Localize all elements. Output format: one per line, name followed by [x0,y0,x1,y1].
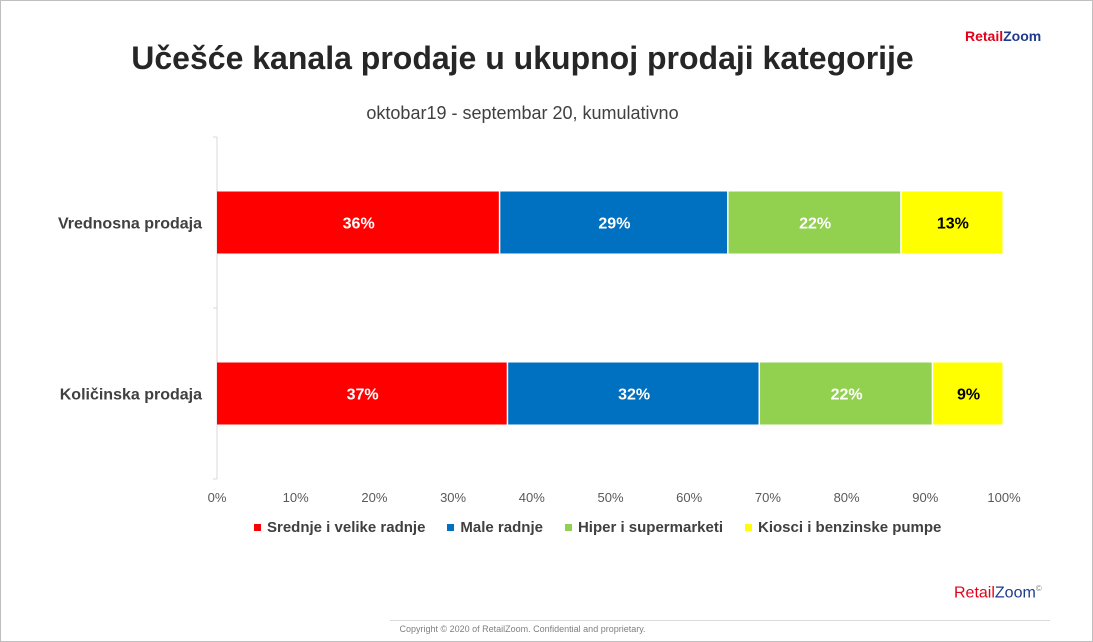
legend-swatch [254,524,261,531]
legend-item: Kiosci i benzinske pumpe [745,519,941,536]
x-tick-label: 60% [676,490,702,505]
legend-item: Male radnje [447,519,543,536]
data-label: 9% [957,387,980,404]
legend-swatch [564,524,572,531]
bar-segment [217,362,507,425]
legend-swatch [745,524,753,531]
x-tick-label: 20% [361,490,387,505]
x-tick-label: 40% [519,490,545,505]
x-tick-label: 90% [912,490,938,505]
category-label: Količinska prodaja [60,387,202,404]
x-tick-label: 10% [283,490,309,505]
bar-segment [760,362,932,425]
x-tick-label: 80% [834,490,860,505]
bar-segment [500,191,728,254]
copyright-mark: © [1035,584,1042,593]
x-tick-label: 0% [208,490,227,505]
data-label: 29% [598,216,630,233]
brand-zoom-bottom: Zoom [994,584,1036,602]
chart-title: Učešće kanala prodaje u ukupnoj prodaji … [131,40,914,76]
category-label: Vrednosna prodaja [58,216,202,233]
x-tick-label: 50% [597,490,623,505]
brand-retail: Retail [965,28,1004,44]
bar-segment [933,362,1003,425]
brand-logo-top: RetailZoom [965,28,1041,44]
legend-label: Kiosci i benzinske pumpe [758,519,942,536]
legend-item: Srednje i velike radnje [254,519,425,536]
bar-segment [217,191,499,254]
legend-swatch [447,524,455,531]
data-label: 32% [618,387,650,404]
x-tick-label: 100% [987,490,1021,505]
data-label: 22% [799,216,831,233]
x-tick-label: 30% [440,490,466,505]
copyright-text: Copyright © 2020 of RetailZoom. Confiden… [399,624,646,634]
data-label: 37% [347,387,379,404]
chart-legend: Srednje i velike radnje Male radnje Hiper … [254,519,941,536]
bar-segment [901,191,1003,254]
data-label: 13% [937,216,969,233]
x-tick-label: 70% [755,490,781,505]
brand-retail-bottom: Retail [954,584,995,602]
bar-segment [728,191,901,254]
bar-segment [508,362,759,425]
legend-item: Hiper i supermarketi [564,519,724,536]
brand-zoom: Zoom [1003,28,1042,44]
data-label: 36% [343,216,375,233]
legend-label: Srednje i velike radnje [267,519,426,536]
legend-label: Male radnje [460,519,543,536]
footer-divider [390,620,1050,621]
brand-logo-bottom: RetailZoom© [954,584,1042,602]
legend-label: Hiper i supermarketi [577,519,724,536]
data-label: 22% [831,387,863,404]
chart-subtitle: oktobar19 - septembar 20, kumulativno [366,103,679,123]
